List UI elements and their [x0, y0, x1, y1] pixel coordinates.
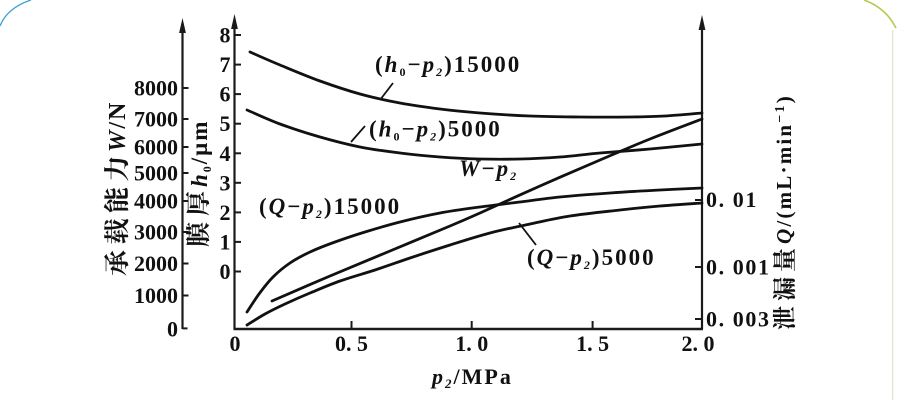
svg-text:2: 2 [220, 200, 231, 225]
svg-text:3: 3 [220, 170, 231, 195]
svg-text:7: 7 [220, 52, 231, 77]
svg-text:0. 5: 0. 5 [335, 331, 368, 356]
svg-text:(Q−p2)15000: (Q−p2)15000 [259, 194, 401, 221]
svg-text:2. 0: 2. 0 [682, 331, 715, 356]
svg-text:0: 0 [230, 331, 241, 356]
svg-text:0: 0 [220, 259, 231, 284]
svg-text:1000: 1000 [134, 283, 178, 308]
svg-text:6000: 6000 [134, 135, 178, 160]
svg-text:1: 1 [220, 229, 231, 254]
svg-text:5000: 5000 [134, 161, 178, 186]
svg-text:1. 5: 1. 5 [576, 331, 609, 356]
svg-text:2000: 2000 [134, 251, 178, 276]
svg-text:3000: 3000 [134, 220, 178, 245]
svg-text:h0/μm: h0/μm [187, 120, 214, 187]
svg-text:0. 001: 0. 001 [706, 255, 771, 280]
svg-text:6: 6 [220, 82, 231, 107]
svg-text:W/N: W/N [105, 101, 131, 152]
svg-text:0. 003: 0. 003 [706, 307, 771, 332]
svg-text:0. 01: 0. 01 [706, 187, 758, 212]
svg-text:(h0−p2)15000: (h0−p2)15000 [375, 52, 521, 79]
svg-text:p2/MPa: p2/MPa [430, 364, 513, 391]
svg-text:(Q−p2)5000: (Q−p2)5000 [527, 245, 656, 272]
svg-text:W−p2: W−p2 [459, 156, 518, 183]
svg-text:7000: 7000 [134, 107, 178, 132]
svg-text:0: 0 [167, 317, 178, 342]
svg-text:4000: 4000 [134, 189, 178, 214]
svg-text:5: 5 [220, 111, 231, 136]
svg-text:8: 8 [220, 23, 231, 48]
svg-text:4: 4 [220, 141, 231, 166]
svg-text:8000: 8000 [134, 76, 178, 101]
svg-text:1. 0: 1. 0 [455, 331, 488, 356]
